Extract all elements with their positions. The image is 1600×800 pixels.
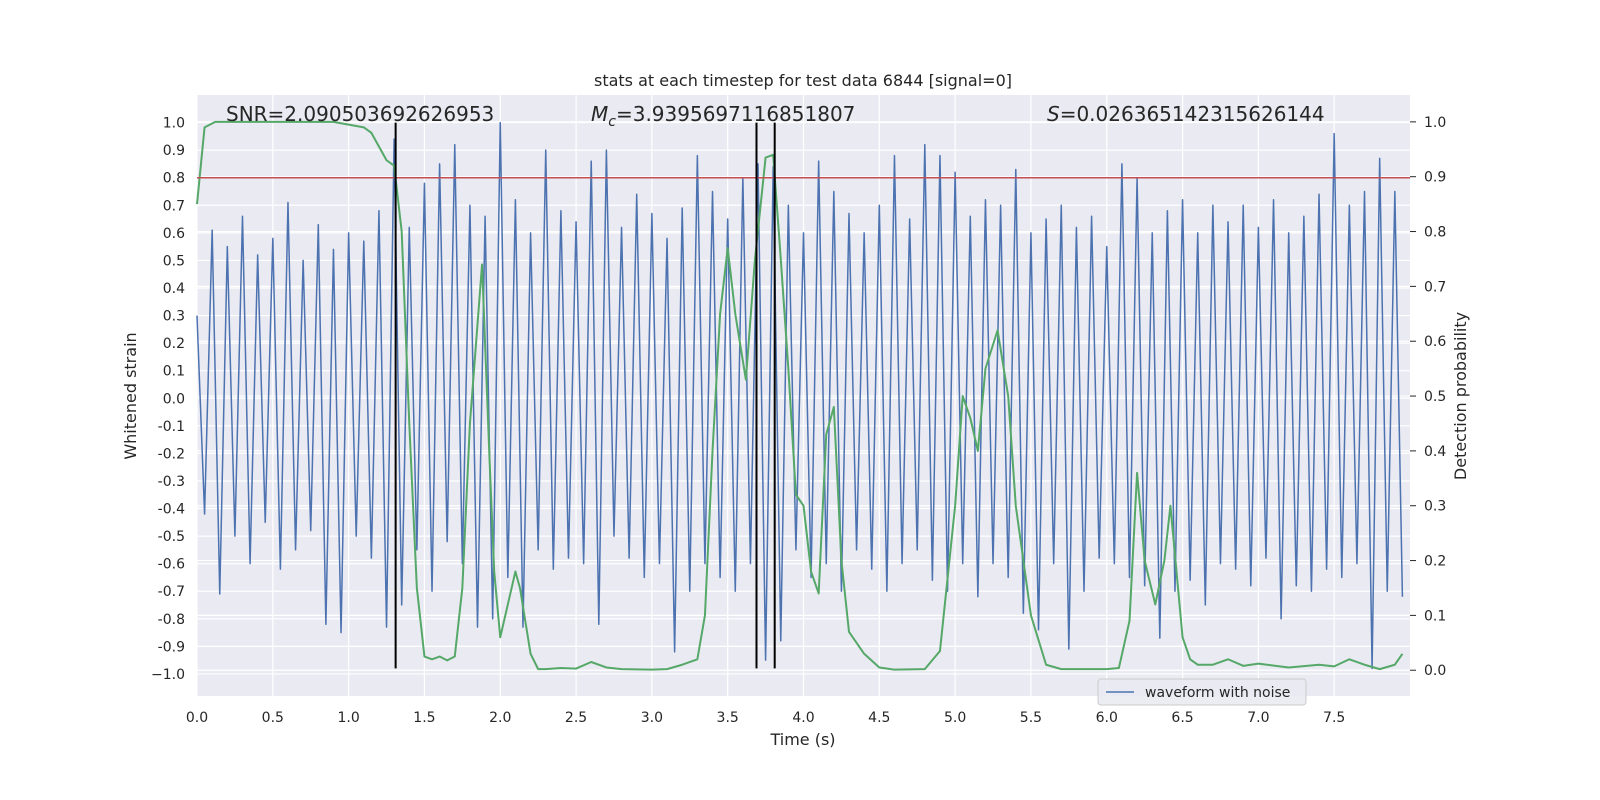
y2-tick-label: 0.2 [1424, 554, 1446, 570]
x-tick-label: 2.0 [489, 710, 511, 726]
x-tick-label: 4.5 [868, 710, 890, 726]
y-tick-label: −1.0 [151, 667, 185, 683]
annotation-text: =0.026365142315626144 [1060, 102, 1325, 126]
x-tick-label: 5.5 [1020, 710, 1042, 726]
annotation-symbol: S [1047, 102, 1060, 126]
annotation-subscript: c [608, 114, 616, 130]
y2-tick-label: 0.0 [1424, 663, 1446, 679]
x-tick-label: 7.0 [1247, 710, 1269, 726]
y-tick-label: -0.3 [158, 474, 185, 490]
x-tick-label: 1.0 [337, 710, 359, 726]
y2-tick-label: 0.3 [1424, 499, 1446, 515]
y-tick-label: 0.2 [163, 336, 185, 352]
y2-tick-label: 1.0 [1424, 115, 1446, 131]
legend-label: waveform with noise [1145, 685, 1290, 701]
x-tick-label: 6.5 [1171, 710, 1193, 726]
y-tick-label: 0.0 [163, 391, 185, 407]
annotation: SNR=2.090503692626953 [226, 102, 494, 126]
y-tick-label: 0.6 [163, 226, 185, 242]
x-tick-label: 5.0 [944, 710, 966, 726]
y2-tick-label: 0.5 [1424, 389, 1446, 405]
y2-tick-label: 0.6 [1424, 334, 1446, 350]
y-tick-label: -0.6 [158, 557, 185, 573]
y2-tick-label: 0.9 [1424, 170, 1446, 186]
x-tick-label: 4.0 [792, 710, 814, 726]
y-tick-label: 0.8 [163, 171, 185, 187]
y-tick-label: 0.3 [163, 309, 185, 325]
y-axis-label: Whitened strain [121, 332, 140, 459]
x-tick-label: 2.5 [565, 710, 587, 726]
annotation-text: SNR=2.090503692626953 [226, 102, 494, 126]
y-tick-label: -0.5 [158, 529, 185, 545]
annotation: S=0.026365142315626144 [1047, 102, 1325, 126]
y-tick-label: 0.9 [163, 143, 185, 159]
y-tick-label: 0.1 [163, 364, 185, 380]
y2-tick-label: 0.1 [1424, 608, 1446, 624]
annotation: Mc=3.9395697116851807 [591, 102, 855, 130]
legend-box [1097, 678, 1307, 706]
x-tick-label: 0.0 [186, 710, 208, 726]
y-tick-label: -0.2 [158, 446, 185, 462]
y2-axis-label: Detection probability [1451, 312, 1470, 480]
y2-tick-label: 0.8 [1424, 225, 1446, 241]
texts: 0.0 0.5 1.0 1.5 2.0 2.5 3.0 3.5 4.0 4.5 5.0 5.5 6.0 6… [151, 102, 1446, 726]
chart-title: stats at each timestep for test data 684… [594, 71, 1012, 90]
y-tick-label: -0.9 [158, 639, 185, 655]
x-tick-label: 0.5 [262, 710, 284, 726]
x-tick-label: 7.5 [1323, 710, 1345, 726]
y-tick-label: -0.7 [158, 584, 185, 600]
y-tick-label: 0.5 [163, 253, 185, 269]
y-tick-label: -0.1 [158, 419, 185, 435]
marks [196, 120, 1410, 671]
x-tick-label: 1.5 [413, 710, 435, 726]
y-tick-label: 1.0 [163, 116, 185, 132]
annotation-symbol: M [591, 102, 608, 126]
series-line [196, 121, 1404, 670]
x-tick-label: 3.5 [717, 710, 739, 726]
y2-tick-label: 0.7 [1424, 279, 1446, 295]
y-tick-label: -0.8 [158, 612, 185, 628]
y-tick-label: 0.7 [163, 198, 185, 214]
y-tick-label: 0.4 [163, 281, 185, 297]
y2-tick-label: 0.4 [1424, 444, 1446, 460]
x-tick-label: 6.0 [1096, 710, 1118, 726]
y-tick-label: -0.4 [158, 502, 185, 518]
series-line [196, 120, 1404, 671]
annotation-text: =3.9395697116851807 [616, 102, 855, 126]
x-tick-label: 3.0 [641, 710, 663, 726]
x-axis-label: Time (s) [769, 730, 835, 749]
